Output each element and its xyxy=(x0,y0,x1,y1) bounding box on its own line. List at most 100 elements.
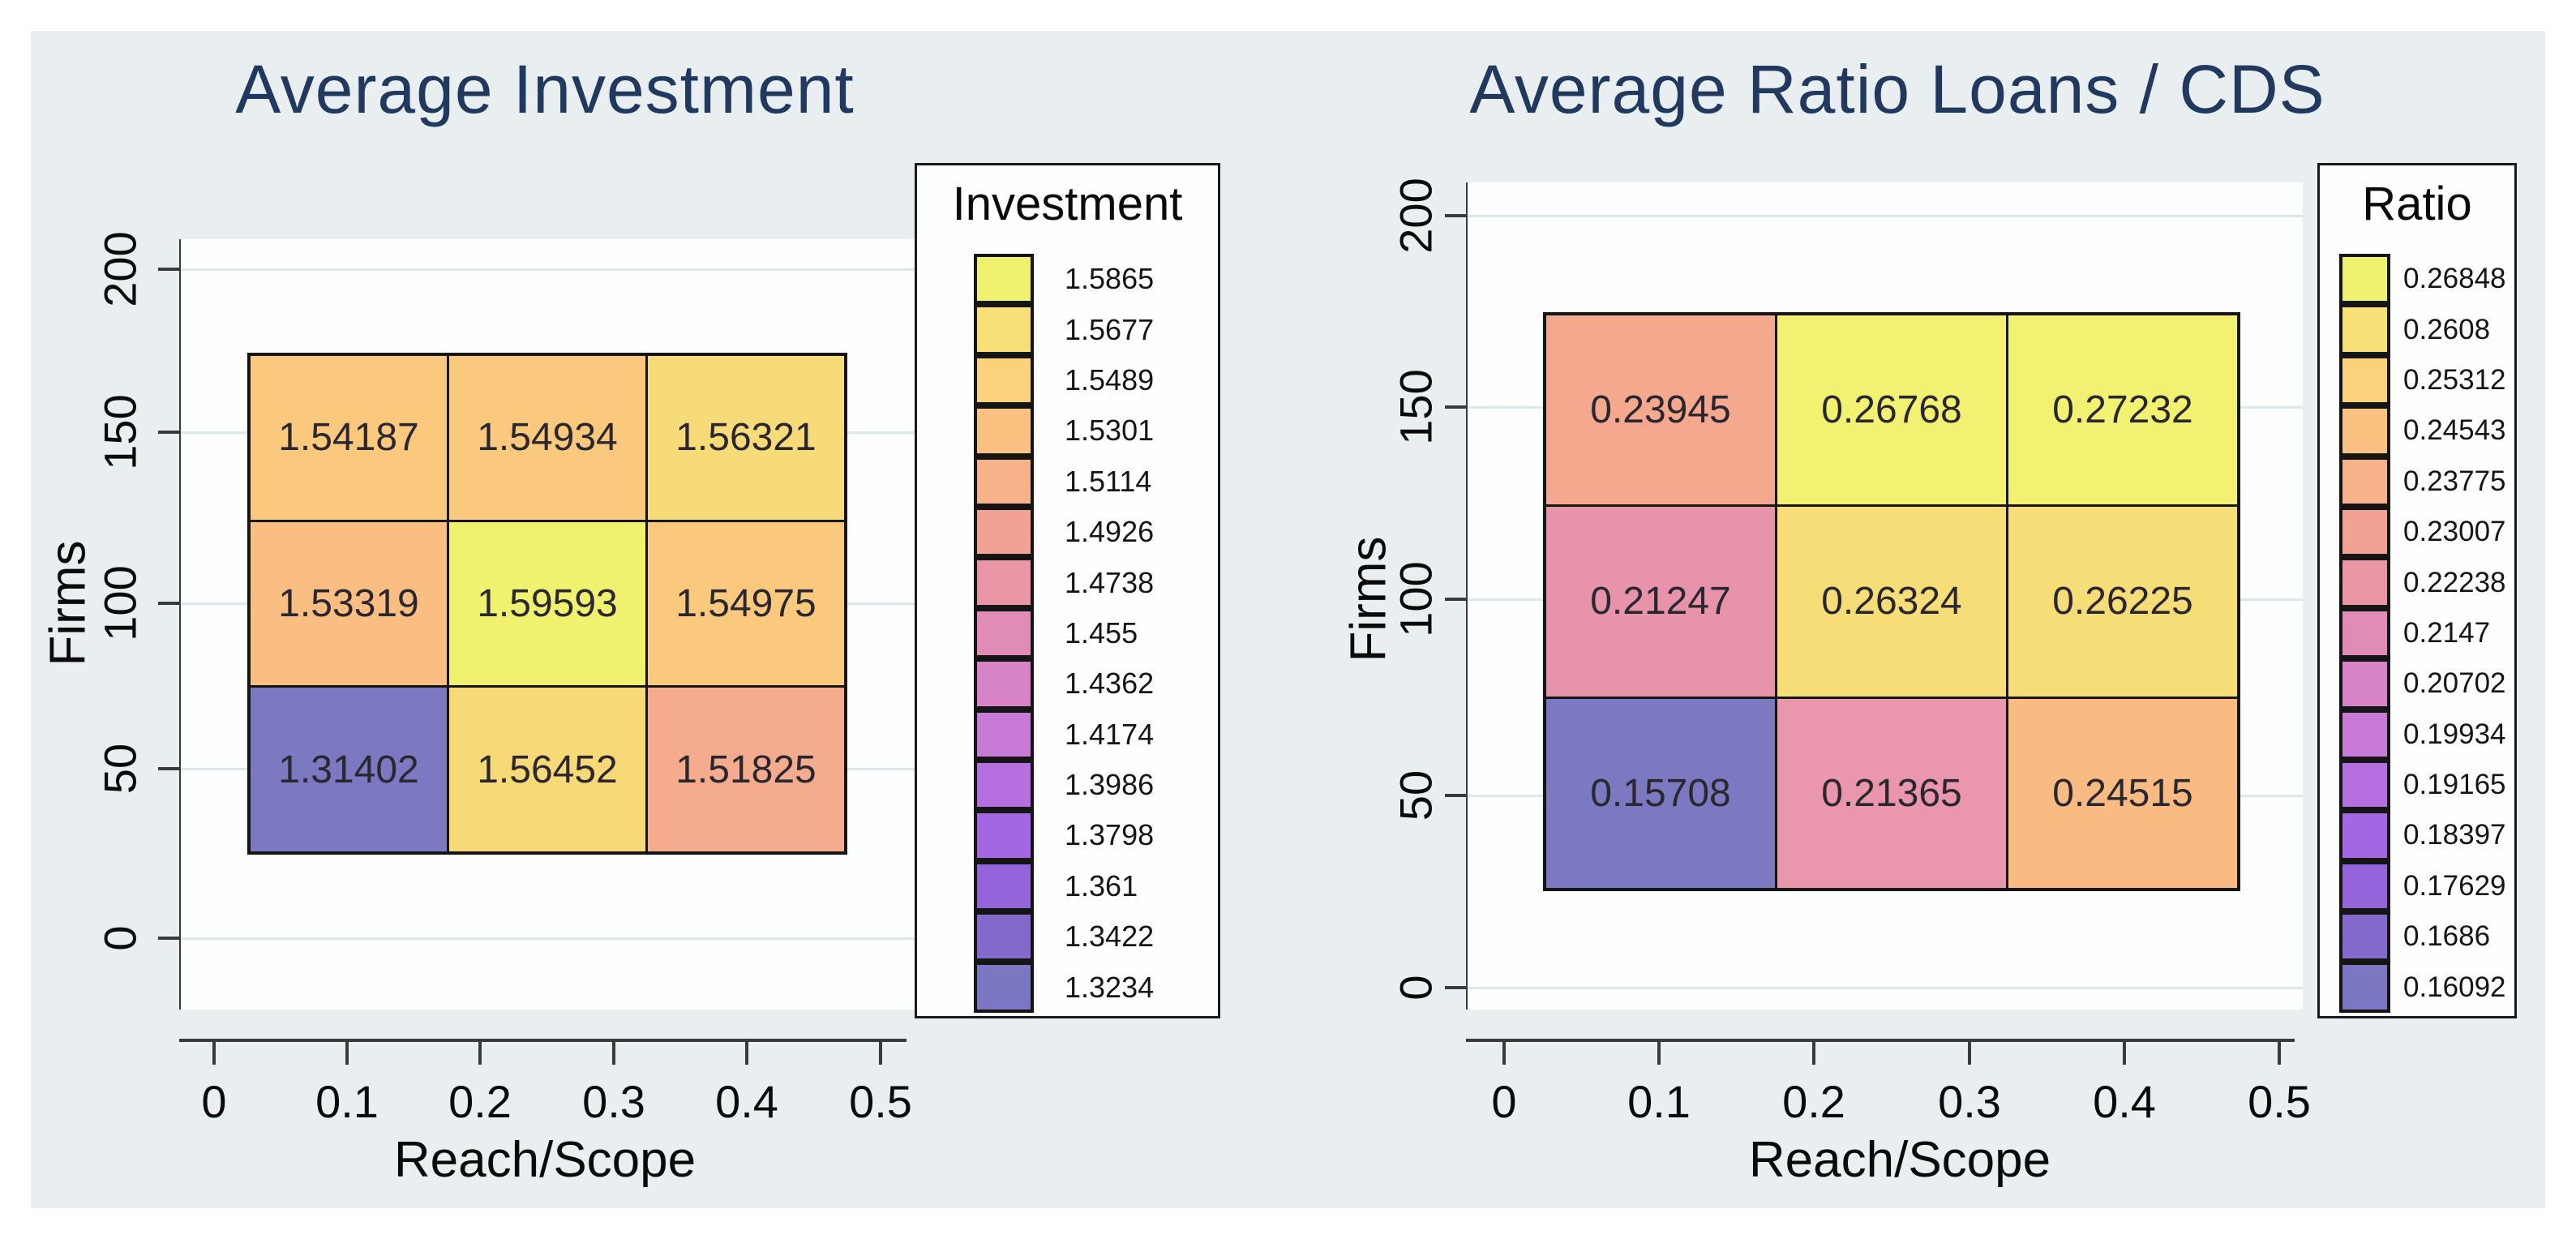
legend-entry: 0.18397 xyxy=(2339,810,2506,861)
legend-entry: 1.3422 xyxy=(974,911,1154,962)
x-tick-label: 0.1 xyxy=(315,1076,379,1127)
legend-swatch xyxy=(2339,506,2390,558)
heatmap-cell: 1.53319 xyxy=(251,521,447,686)
heatmap-cell: 0.23945 xyxy=(1546,315,1775,505)
legend-entry: 1.4362 xyxy=(974,658,1155,710)
x-axis-label: Reach/Scope xyxy=(393,1132,697,1188)
legend-value: 1.3986 xyxy=(1065,768,1155,802)
heatmap-cell: 0.24515 xyxy=(2008,698,2237,888)
legend-value: 0.23007 xyxy=(2403,516,2506,548)
legend-value: 1.4738 xyxy=(1065,565,1155,599)
y-tick-mark xyxy=(158,937,179,940)
x-tick-mark xyxy=(212,1042,216,1065)
x-tick-mark xyxy=(745,1042,748,1065)
legend-value: 1.5114 xyxy=(1065,464,1152,498)
legend-value: 0.1686 xyxy=(2403,920,2491,953)
x-tick-label: 0.1 xyxy=(1627,1076,1691,1127)
legend-value: 1.3798 xyxy=(1065,818,1155,852)
legend-title: Ratio xyxy=(2362,178,2472,230)
heatmap-ratio: 0.23945 0.26768 0.27232 0.21247 0.26324 … xyxy=(1543,312,2240,891)
legend-entry: 1.5865 xyxy=(974,254,1155,305)
legend-value: 1.4362 xyxy=(1065,667,1155,701)
legend-entry: 0.25312 xyxy=(2339,354,2506,406)
legend-value: 0.24543 xyxy=(2403,414,2506,447)
legend-ratio: Ratio 0.26848 0.2608 0.25312 0.24543 0.2… xyxy=(2317,163,2517,1018)
legend-entry: 0.19934 xyxy=(2339,709,2506,760)
legend-swatch xyxy=(2339,911,2390,962)
x-tick-label: 0.4 xyxy=(715,1076,778,1127)
legend-value: 0.25312 xyxy=(2403,363,2506,396)
legend-entry: 1.361 xyxy=(974,860,1154,912)
y-tick-label: 200 xyxy=(1390,178,1442,254)
legend-swatch xyxy=(974,860,1034,912)
legend-swatch xyxy=(974,557,1034,608)
legend-swatch xyxy=(974,405,1034,457)
x-tick-mark xyxy=(612,1042,615,1065)
legend-entry: 0.23775 xyxy=(2339,456,2506,507)
legend-value: 1.5677 xyxy=(1065,312,1155,346)
legend-swatch xyxy=(974,709,1034,760)
legend-entry: 0.22238 xyxy=(2339,557,2506,608)
legend-value: 1.3422 xyxy=(1065,920,1155,954)
x-tick-mark xyxy=(2278,1042,2281,1065)
heatmap-cell: 0.27232 xyxy=(2008,315,2237,505)
legend-swatch xyxy=(2339,607,2390,659)
x-tick-mark xyxy=(1812,1042,1815,1065)
legend-swatch xyxy=(974,354,1034,406)
legend-swatch xyxy=(974,911,1034,962)
heatmap-cell: 0.21365 xyxy=(1777,698,2006,888)
legend-swatch xyxy=(2339,304,2390,355)
legend-value: 0.19165 xyxy=(2403,769,2506,801)
x-tick-mark xyxy=(345,1042,349,1065)
heatmap-cell: 1.31402 xyxy=(251,688,447,851)
x-axis-line xyxy=(1466,1039,2295,1042)
x-tick-mark xyxy=(478,1042,482,1065)
heatmap-cell: 1.56452 xyxy=(449,688,645,851)
heatmap-cell: 1.54975 xyxy=(648,521,844,686)
legend-entry: 1.5489 xyxy=(974,354,1154,406)
y-tick-mark xyxy=(1445,986,1466,989)
legend-value: 0.20702 xyxy=(2403,667,2506,700)
legend-entry: 1.5114 xyxy=(974,456,1154,507)
heatmap-cell: 1.54187 xyxy=(251,356,447,520)
x-axis-line xyxy=(179,1039,907,1042)
legend-entry: 0.2147 xyxy=(2339,607,2506,659)
y-tick-mark xyxy=(1445,794,1466,797)
legend-value: 1.5301 xyxy=(1065,414,1155,448)
x-tick-label: 0 xyxy=(1491,1076,1517,1127)
x-tick-label: 0.2 xyxy=(448,1076,512,1127)
legend-entry: 0.24543 xyxy=(2339,405,2506,457)
heatmap-cell: 1.54934 xyxy=(449,356,645,520)
legend-entry: 0.1686 xyxy=(2339,911,2506,962)
legend-swatch xyxy=(974,304,1034,355)
y-tick-mark xyxy=(1445,405,1466,409)
legend-value: 0.2608 xyxy=(2403,313,2491,345)
legend-value: 1.361 xyxy=(1065,868,1138,902)
x-tick-mark xyxy=(2123,1042,2126,1065)
legend-entry: 0.23007 xyxy=(2339,506,2506,558)
legend-value: 0.17629 xyxy=(2403,869,2506,902)
legend-swatch xyxy=(2339,405,2390,457)
legend-value: 0.22238 xyxy=(2403,566,2506,598)
gridline xyxy=(1468,987,2303,989)
y-tick-mark xyxy=(158,268,179,271)
x-tick-label: 0.2 xyxy=(1782,1076,1845,1127)
legend-entry: 1.3986 xyxy=(974,759,1155,811)
legend-entry: 0.20702 xyxy=(2339,658,2506,710)
y-tick-mark xyxy=(158,431,179,434)
legend-entry: 1.4926 xyxy=(974,506,1154,558)
y-tick-label: 50 xyxy=(1390,770,1442,821)
x-tick-mark xyxy=(879,1042,882,1065)
chart-title: Average Investment xyxy=(235,51,855,127)
legend-swatch xyxy=(2339,759,2390,811)
legend-value: 1.455 xyxy=(1065,615,1138,650)
heatmap-cell: 0.26324 xyxy=(1777,507,2006,697)
heatmap-cell: 1.51825 xyxy=(648,688,844,851)
legend-swatch xyxy=(974,810,1034,861)
legend-value: 1.5865 xyxy=(1065,262,1155,296)
legend-swatch xyxy=(2339,709,2390,760)
x-tick-label: 0.3 xyxy=(582,1076,645,1127)
legend-entry: 0.16092 xyxy=(2339,962,2506,1013)
y-tick-mark xyxy=(158,767,179,770)
